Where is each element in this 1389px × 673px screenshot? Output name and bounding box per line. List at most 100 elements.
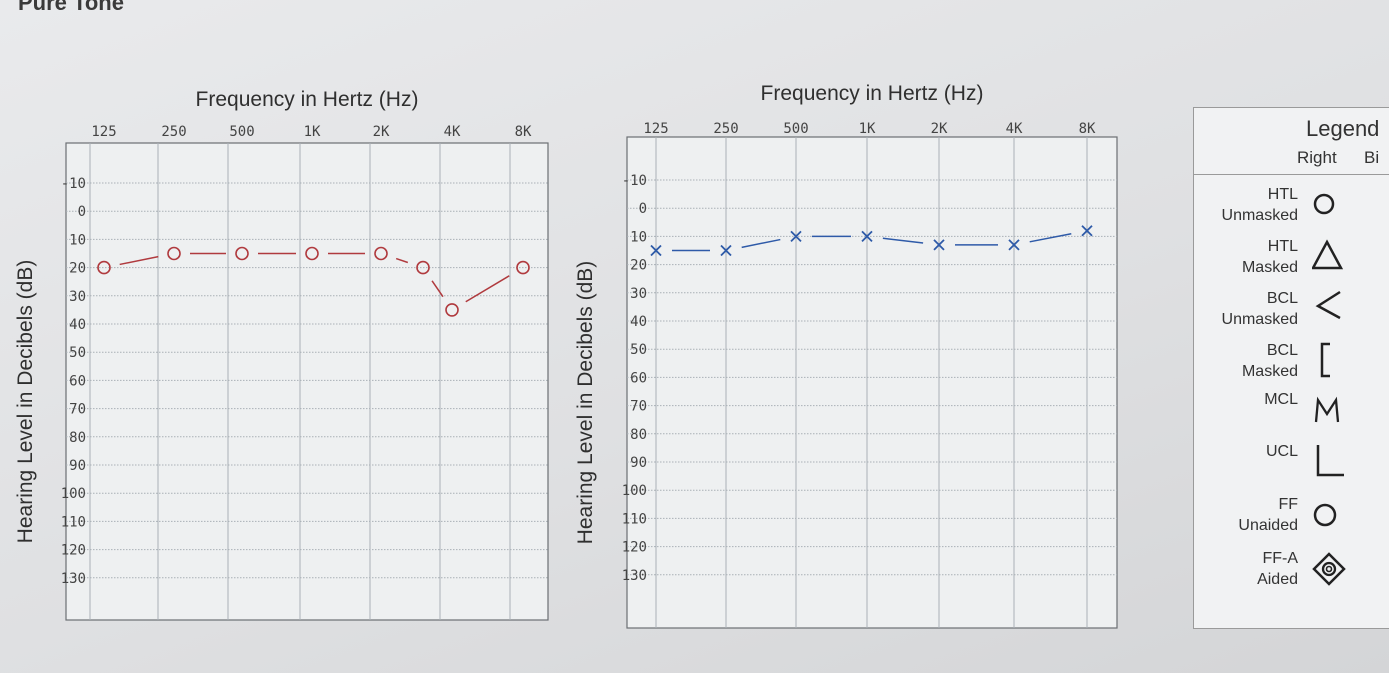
page-title: Pure Tone	[18, 0, 124, 15]
y-tick-label: -10	[61, 176, 86, 192]
legend-item-htl-unmasked: HTL Unmasked	[1198, 184, 1298, 226]
data-point-circle	[445, 303, 459, 317]
y-tick-label: 130	[622, 568, 647, 584]
legend-item-ucl: UCL	[1198, 441, 1298, 462]
x-tick-label: 1K	[304, 124, 321, 140]
y-tick-label: 20	[630, 258, 647, 274]
y-tick-label: 30	[69, 289, 86, 305]
triangle-symbol-icon	[1312, 239, 1344, 270]
y-tick-label: 60	[69, 373, 86, 389]
legend-item-bcl-masked: BCL Masked	[1198, 340, 1298, 382]
y-tick-label: 80	[630, 427, 647, 443]
y-tick-label: 100	[61, 486, 86, 502]
y-tick-label: -10	[622, 173, 647, 189]
x-tick-label: 4K	[1006, 121, 1023, 137]
data-point-x	[1081, 225, 1093, 237]
x-tick-label: 2K	[931, 121, 948, 137]
y-tick-label: 0	[78, 204, 86, 220]
data-point-circle	[516, 260, 530, 275]
y-tick-label: 30	[630, 286, 647, 302]
legend-label: BCL	[1266, 342, 1298, 359]
data-point-circle	[97, 260, 111, 275]
legend-panel: Legend Right Bi HTL Unmasked HTL Masked …	[1193, 107, 1389, 629]
x-tick-label: 2K	[373, 124, 390, 140]
legend-label: Masked	[1241, 363, 1298, 380]
series-line-segment	[119, 255, 159, 266]
y-tick-label: 60	[630, 370, 647, 386]
data-point-x	[1008, 239, 1020, 251]
y-tick-label: 110	[622, 511, 647, 527]
y-tick-label: 10	[69, 232, 86, 248]
y-tick-label: 20	[69, 261, 86, 277]
y-tick-label: 40	[69, 317, 86, 333]
data-point-x	[933, 239, 945, 251]
legend-label: MCL	[1264, 391, 1298, 408]
y-axis-title: Hearing Level in Decibels (dB)	[14, 260, 37, 544]
y-tick-label: 70	[69, 402, 86, 418]
data-point-circle	[374, 246, 388, 261]
legend-label: Masked	[1241, 259, 1298, 276]
series-line-segment	[882, 237, 924, 244]
legend-label: HTL	[1267, 186, 1298, 203]
series-line-segment	[465, 275, 510, 303]
y-tick-label: 10	[630, 229, 647, 245]
legend-item-ff-unaided: FF Unaided	[1198, 494, 1298, 536]
legend-label: Aided	[1257, 571, 1298, 588]
legend-label: Unmasked	[1221, 311, 1298, 328]
ring-symbol-icon	[1313, 503, 1337, 527]
data-point-x	[861, 230, 873, 243]
y-tick-label: 70	[630, 399, 647, 415]
series-line-segment	[431, 280, 444, 298]
less-than-symbol-icon	[1315, 290, 1341, 320]
m-symbol-icon	[1314, 396, 1340, 423]
data-point-x	[720, 244, 732, 257]
y-tick-label: 80	[69, 430, 86, 446]
bracket-symbol-icon	[1320, 342, 1330, 378]
y-tick-label: 0	[639, 201, 647, 217]
legend-label: FF-A	[1262, 550, 1298, 567]
y-tick-label: 130	[61, 571, 86, 587]
y-axis-title: Hearing Level in Decibels (dB)	[574, 261, 597, 545]
legend-item-mcl: MCL	[1198, 389, 1298, 410]
data-point-x	[790, 230, 802, 243]
series-line-segment	[395, 257, 409, 264]
legend-label: Unmasked	[1221, 207, 1298, 224]
series-line-segment	[1029, 233, 1072, 243]
legend-label: HTL	[1267, 238, 1298, 255]
legend-title: Legend	[1306, 116, 1380, 141]
y-tick-label: 100	[622, 483, 647, 499]
x-tick-label: 8K	[1079, 121, 1096, 137]
data-point-circle	[416, 260, 430, 275]
x-axis-title: Frequency in Hertz (Hz)	[196, 88, 419, 111]
data-point-circle	[305, 246, 319, 261]
legend-item-htl-masked: HTL Masked	[1198, 236, 1298, 278]
x-tick-label: 500	[229, 124, 254, 140]
y-tick-label: 50	[630, 342, 647, 358]
legend-column-right: Right	[1297, 148, 1337, 167]
x-tick-label: 1K	[859, 121, 876, 137]
x-axis-title: Frequency in Hertz (Hz)	[761, 82, 984, 105]
plot-frame	[626, 136, 1118, 629]
data-point-x	[650, 244, 662, 257]
legend-item-bcl-unmasked: BCL Unmasked	[1198, 288, 1298, 330]
x-tick-label: 125	[91, 124, 116, 140]
diamond-symbol-icon	[1312, 552, 1346, 586]
legend-label: FF	[1278, 496, 1298, 513]
legend-divider	[1194, 174, 1389, 175]
data-point-circle	[167, 246, 181, 261]
x-tick-label: 250	[713, 121, 738, 137]
series-line-segment	[741, 238, 781, 249]
y-tick-label: 90	[69, 458, 86, 474]
legend-label: BCL	[1266, 290, 1298, 307]
y-tick-label: 50	[69, 345, 86, 361]
y-tick-label: 120	[61, 543, 86, 559]
legend-label: UCL	[1265, 443, 1298, 460]
y-tick-label: 90	[630, 455, 647, 471]
x-tick-label: 250	[161, 124, 186, 140]
legend-label: Unaided	[1238, 517, 1298, 534]
x-tick-label: 4K	[444, 124, 461, 140]
y-tick-label: 40	[630, 314, 647, 330]
y-tick-label: 110	[61, 514, 86, 530]
plot-frame	[65, 142, 549, 621]
